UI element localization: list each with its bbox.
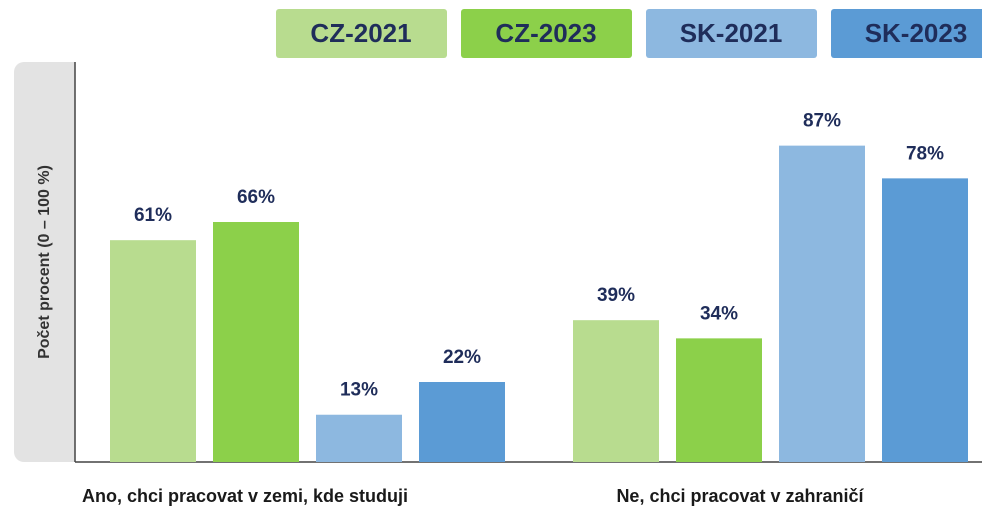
bar [882,178,968,462]
bar [419,382,505,462]
bar [573,320,659,462]
x-tick-label: Ano, chci pracovat v zemi, kde studuji [82,486,408,506]
legend-swatch [831,9,982,58]
value-label: 34% [700,303,738,324]
y-axis-label: Počet procent (0 – 100 %) [36,165,53,359]
legend-swatch [646,9,817,58]
bar [213,222,299,462]
bar [676,338,762,462]
legend-label: CZ-2023 [495,18,596,48]
value-label: 13% [340,380,378,401]
bar [779,145,865,463]
bar [110,240,196,462]
value-label: 66% [237,187,275,208]
value-label: 61% [134,205,172,226]
legend-label: SK-2021 [680,18,783,48]
legend-label: CZ-2021 [310,18,411,48]
x-tick-label: Ne, chci pracovat v zahraničí [616,486,864,506]
value-label: 78% [906,143,944,164]
legend-swatch [461,9,632,58]
value-label: 22% [443,347,481,368]
value-label: 39% [597,285,635,306]
legend-swatch [276,9,447,58]
bar [316,414,402,462]
legend-label: SK-2023 [865,18,968,48]
value-label: 87% [803,111,841,132]
